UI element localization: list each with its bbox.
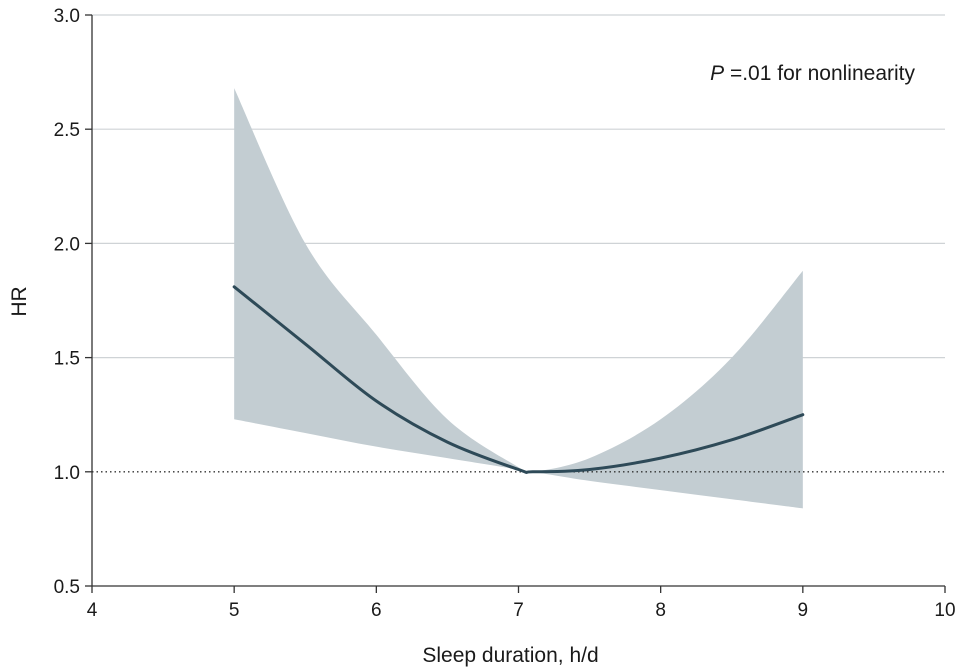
x-tick-label: 7	[513, 600, 524, 621]
x-axis-ticks: 4 5 6 7 8 9 10	[87, 586, 956, 621]
x-tick-label: 4	[87, 600, 98, 621]
y-tick-label: 1.0	[54, 463, 80, 484]
annotation-text: =.01 for nonlinearity	[724, 62, 915, 85]
axes	[91, 15, 945, 587]
y-tick-label: 2.5	[54, 120, 80, 141]
y-tick-label: 0.5	[54, 577, 80, 598]
x-tick-label: 6	[371, 600, 382, 621]
hr-curve	[232, 285, 805, 475]
y-tick-label: 1.5	[54, 349, 80, 370]
x-tick-label: 5	[229, 600, 240, 621]
x-tick-label: 10	[934, 600, 955, 621]
confidence-band	[234, 88, 803, 509]
y-axis-title: HR	[8, 286, 31, 316]
nonlinearity-annotation: P =.01 for nonlinearity	[710, 62, 915, 85]
x-axis-title: Sleep duration, h/d	[422, 644, 598, 667]
x-tick-label: 9	[798, 600, 809, 621]
annotation-p-symbol: P	[710, 62, 724, 85]
y-tick-label: 2.0	[54, 234, 80, 255]
x-tick-label: 8	[655, 600, 666, 621]
y-axis-ticks: 0.5 1.0 1.5 2.0 2.5 3.0	[54, 6, 92, 598]
y-tick-label: 3.0	[54, 6, 80, 27]
